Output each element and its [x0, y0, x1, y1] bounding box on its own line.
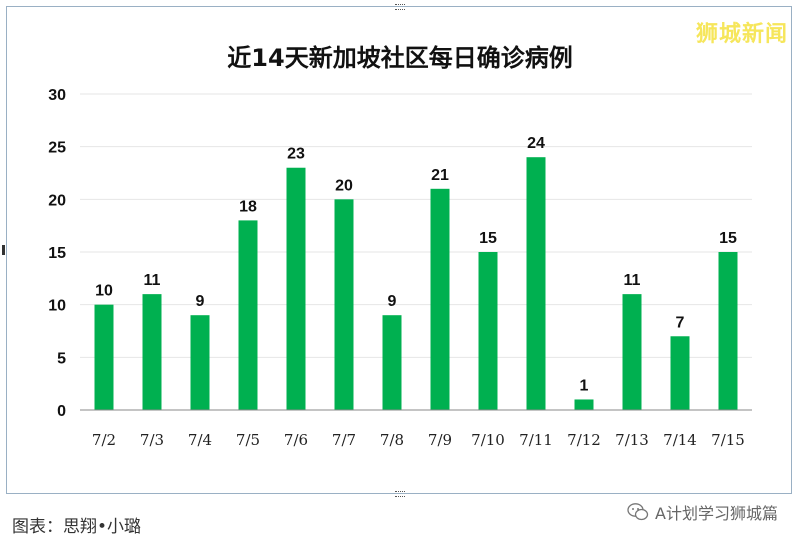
resize-handle-bottom[interactable] [395, 491, 405, 497]
watermark-bottom: A计划学习狮城篇 [627, 500, 778, 524]
y-tick-label: 25 [48, 140, 66, 157]
y-tick-labels: 0 5 10 15 20 25 30 [48, 87, 66, 420]
x-tick-label: 7/9 [428, 431, 452, 449]
bar-7/8 [382, 315, 402, 410]
bar-7/13 [622, 294, 642, 410]
data-label: 15 [479, 230, 497, 247]
bar-7/3 [142, 294, 162, 410]
data-label: 15 [719, 230, 737, 247]
bar-7/2 [94, 304, 114, 410]
bar-7/5 [238, 220, 258, 410]
x-tick-label: 7/3 [140, 431, 164, 449]
x-tick-label: 7/12 [567, 431, 601, 449]
x-tick-label: 7/14 [663, 431, 697, 449]
data-label: 1 [580, 377, 589, 394]
watermark-top: 狮城新闻 [695, 22, 788, 47]
bar-7/11 [526, 157, 546, 410]
grid-lines [80, 93, 752, 358]
data-label: 9 [196, 293, 205, 310]
data-label: 21 [431, 167, 449, 184]
y-tick-label: 10 [48, 298, 66, 315]
bar-7/4 [190, 315, 210, 410]
bar-7/14 [670, 336, 690, 410]
y-tick-label: 15 [48, 245, 66, 262]
x-tick-label: 7/8 [380, 431, 404, 449]
x-tick-label: 7/7 [332, 431, 356, 449]
y-tick-label: 5 [57, 350, 66, 367]
chart-frame [6, 6, 792, 494]
chart-caption: 图表：思翔•小璐 [12, 517, 142, 537]
x-tick-labels: 7/2 7/3 7/4 7/5 7/6 7/7 7/8 7/9 7/10 7/11 7/12 7/13… [92, 431, 745, 449]
x-tick-label: 7/4 [188, 431, 212, 449]
data-label: 11 [624, 272, 641, 289]
x-tick-label: 7/10 [471, 431, 505, 449]
data-label: 9 [388, 293, 397, 310]
bar-7/12 [574, 399, 594, 410]
resize-handle-top[interactable] [395, 4, 405, 10]
bar-7/10 [478, 252, 498, 410]
resize-handle-left[interactable] [2, 245, 5, 255]
data-label: 18 [239, 198, 257, 215]
bar-7/6 [286, 167, 306, 410]
data-label: 24 [527, 135, 545, 152]
y-tick-label: 0 [57, 403, 66, 420]
x-tick-label: 7/11 [519, 431, 553, 449]
bars [94, 157, 738, 410]
x-tick-label: 7/2 [92, 431, 116, 449]
chart-title: 近14天新加坡社区每日确诊病例 [227, 44, 572, 72]
wechat-icon [627, 503, 649, 521]
data-label: 20 [335, 177, 353, 194]
data-label: 11 [144, 272, 161, 289]
y-tick-label: 20 [48, 192, 66, 209]
data-label: 7 [676, 314, 685, 331]
bar-7/9 [430, 188, 450, 410]
data-label: 23 [287, 146, 305, 163]
data-label: 10 [95, 283, 113, 300]
x-tick-label: 7/15 [711, 431, 745, 449]
bar-7/7 [334, 199, 354, 410]
watermark-bottom-text: A计划学习狮城篇 [655, 504, 778, 523]
x-tick-label: 7/6 [284, 431, 308, 449]
x-tick-label: 7/5 [236, 431, 260, 449]
y-tick-label: 30 [48, 87, 66, 104]
bar-7/15 [718, 252, 738, 410]
x-tick-label: 7/13 [615, 431, 649, 449]
